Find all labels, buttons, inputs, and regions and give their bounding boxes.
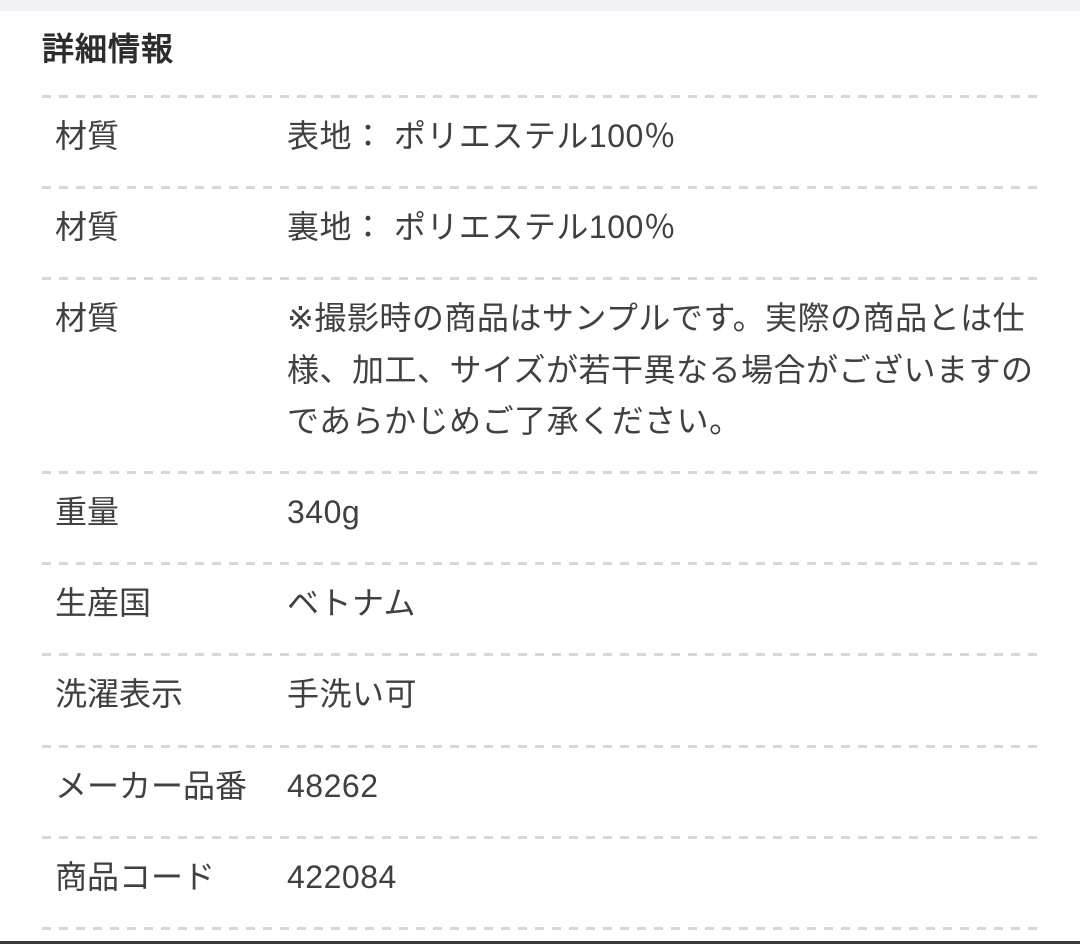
spec-table: 材質 表地： ポリエステル100％ 材質 裏地： ポリエステル100％ 材質 ※… xyxy=(42,95,1038,930)
spec-row-material-outer: 材質 表地： ポリエステル100％ xyxy=(42,98,1038,186)
spec-row-value: 裏地： ポリエステル100％ xyxy=(287,209,677,246)
spec-row-value: 340g xyxy=(287,493,361,530)
row-divider xyxy=(42,562,1038,566)
spec-row-weight: 重量 340g xyxy=(42,474,1038,562)
row-divider xyxy=(42,95,1038,98)
spec-row-product-code: 商品コード 422084 xyxy=(42,839,1038,927)
spec-row-care-label: 洗濯表示 手洗い可 xyxy=(42,656,1038,744)
spec-row-label: 生産国 xyxy=(55,585,152,622)
section-title: 詳細情報 xyxy=(42,31,175,67)
detail-content: 詳細情報 材質 表地： ポリエステル100％ 材質 裏地： ポリエステル100％… xyxy=(0,11,1080,930)
spec-row-label: 材質 xyxy=(55,300,120,337)
section-bottom-border xyxy=(0,941,1080,944)
spec-row-material-note: 材質 ※撮影時の商品はサンプルです。実際の商品とは仕様、加工、サイズが若干異なる… xyxy=(42,280,1038,471)
row-divider xyxy=(42,653,1038,657)
row-divider xyxy=(42,277,1038,281)
spec-row-value: ※撮影時の商品はサンプルです。実際の商品とは仕様、加工、サイズが若干異なる場合が… xyxy=(287,300,1034,439)
row-divider xyxy=(42,926,1038,930)
spec-row-label: 商品コード xyxy=(55,858,216,895)
spec-row-label: 重量 xyxy=(55,493,120,530)
top-strip xyxy=(0,0,1080,11)
spec-row-value: 手洗い可 xyxy=(287,676,418,713)
row-divider xyxy=(42,744,1038,748)
spec-row-manufacturer-number: メーカー品番 48262 xyxy=(42,748,1038,836)
row-divider xyxy=(42,835,1038,839)
spec-row-value: ベトナム xyxy=(287,585,417,622)
spec-row-value: 422084 xyxy=(287,858,397,895)
row-divider xyxy=(42,470,1038,474)
spec-row-label: 洗濯表示 xyxy=(55,676,184,713)
spec-row-label: 材質 xyxy=(55,209,120,246)
row-divider xyxy=(42,186,1038,190)
spec-row-material-lining: 材質 裏地： ポリエステル100％ xyxy=(42,189,1038,277)
spec-row-label: 材質 xyxy=(55,118,120,154)
spec-row-label: メーカー品番 xyxy=(55,767,248,804)
spec-row-value: 48262 xyxy=(287,767,379,804)
spec-row-value: 表地： ポリエステル100％ xyxy=(287,118,677,154)
spec-row-country-of-origin: 生産国 ベトナム xyxy=(42,565,1038,653)
